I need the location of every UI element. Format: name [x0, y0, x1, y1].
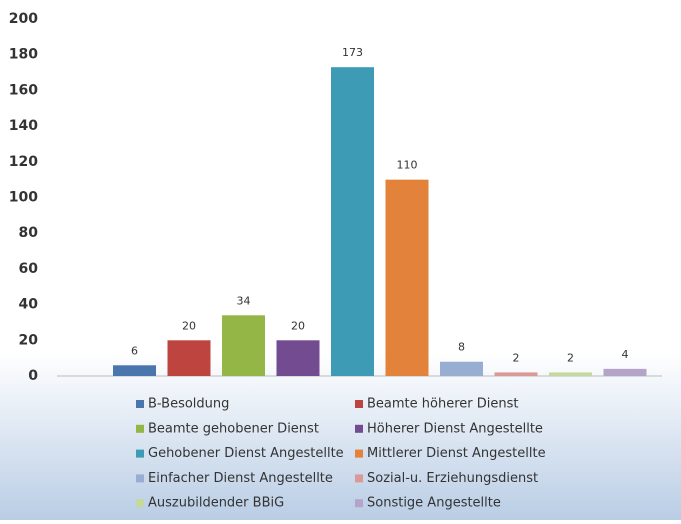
y-tick-label: 80 [19, 225, 39, 241]
y-tick-label: 200 [9, 11, 38, 27]
legend-swatch [136, 449, 144, 458]
y-tick-label: 160 [9, 82, 38, 98]
legend-label: Gehobener Dienst Angestellte [148, 446, 344, 461]
value-label: 20 [291, 319, 305, 332]
value-label: 34 [237, 294, 251, 307]
bar [222, 315, 265, 376]
legend-swatch [136, 474, 144, 483]
legend-swatch [136, 400, 144, 408]
value-label: 8 [458, 341, 465, 354]
bar [494, 372, 538, 376]
y-tick-label: 20 [19, 332, 39, 348]
bar [276, 340, 320, 376]
legend-swatch [355, 424, 363, 433]
value-label: 20 [182, 319, 196, 332]
bar [603, 368, 647, 376]
bar [440, 361, 483, 376]
value-label: 4 [622, 348, 629, 361]
legend-label: Sonstige Angestellte [367, 496, 501, 511]
legend-swatch [355, 474, 363, 483]
y-tick-label: 100 [9, 190, 38, 206]
legend-label: B-Besoldung [148, 397, 229, 412]
legend-swatch [355, 400, 363, 408]
y-tick-label: 140 [9, 118, 38, 134]
bar [385, 179, 429, 376]
value-label: 6 [131, 344, 138, 357]
value-label: 173 [342, 46, 363, 59]
legend-label: Beamte gehobener Dienst [148, 421, 319, 436]
y-tick-label: 60 [19, 261, 39, 277]
value-label: 110 [397, 159, 418, 172]
bar [549, 372, 592, 376]
legend-swatch [355, 499, 363, 508]
y-tick-label: 0 [28, 368, 38, 384]
legend-label: Einfacher Dienst Angestellte [148, 471, 333, 486]
y-tick-label: 180 [9, 47, 38, 63]
legend-label: Sozial-u. Erziehungsdienst [367, 471, 538, 486]
legend-label: Beamte höherer Dienst [367, 397, 518, 412]
legend-label: Auszubildender BBiG [148, 496, 284, 511]
value-label: 2 [567, 351, 574, 364]
legend-label: Mittlerer Dienst Angestellte [367, 446, 546, 461]
legend-swatch [355, 449, 363, 458]
bar [331, 67, 374, 376]
legend-swatch [136, 424, 144, 433]
bar [113, 365, 156, 376]
y-tick-label: 120 [9, 154, 38, 170]
y-tick-label: 40 [19, 297, 39, 313]
value-label: 2 [513, 351, 520, 364]
legend-swatch [136, 499, 144, 508]
legend-label: Höherer Dienst Angestellte [367, 421, 543, 436]
bar [167, 340, 211, 376]
